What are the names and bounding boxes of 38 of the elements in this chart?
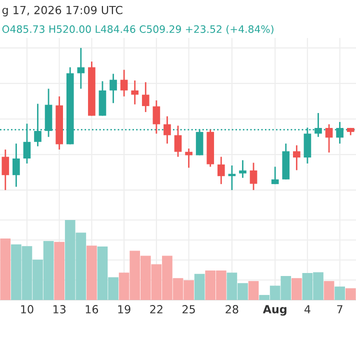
candlestick [131,80,139,106]
candlestick [239,160,246,179]
x-tick-label: 22 [150,305,162,314]
bar [0,238,11,300]
bar [194,274,205,300]
x-tick-label: Aug [262,305,286,316]
x-tick-label: 28 [226,305,238,314]
candlestick [174,124,182,158]
chart-title: g 17, 2026 17:09 UTC [2,6,122,16]
x-tick-label: 7 [337,305,342,314]
candlestick [2,148,10,191]
bar [54,242,65,300]
candlestick [271,166,279,185]
bar [345,288,356,300]
bar [86,246,97,300]
x-tick-label: 10 [21,305,34,314]
x-tick-label: 13 [53,305,66,314]
bar [248,281,259,300]
candlestick [185,148,192,168]
candlestick [142,82,150,113]
candlestick [217,156,225,185]
chart-subtitle: O485.73 H520.00 L484.46 C509.29 +23.52 (+4.84%) [2,25,274,34]
x-tick-label: 16 [86,305,98,314]
candlestick [250,162,258,191]
candlestick [164,116,171,144]
x-tick-label: 25 [182,305,195,314]
x-tick-label: 19 [118,305,130,314]
candlestick [152,100,160,134]
candlestick [12,142,20,188]
candlestick [77,47,85,90]
x-tick-label: 4 [304,305,310,314]
bar [324,281,334,300]
bar [334,286,345,300]
candlestick [110,73,117,104]
bar [291,278,302,300]
candlestick [293,144,300,171]
candlestick [325,124,333,154]
candlestick [120,69,128,98]
